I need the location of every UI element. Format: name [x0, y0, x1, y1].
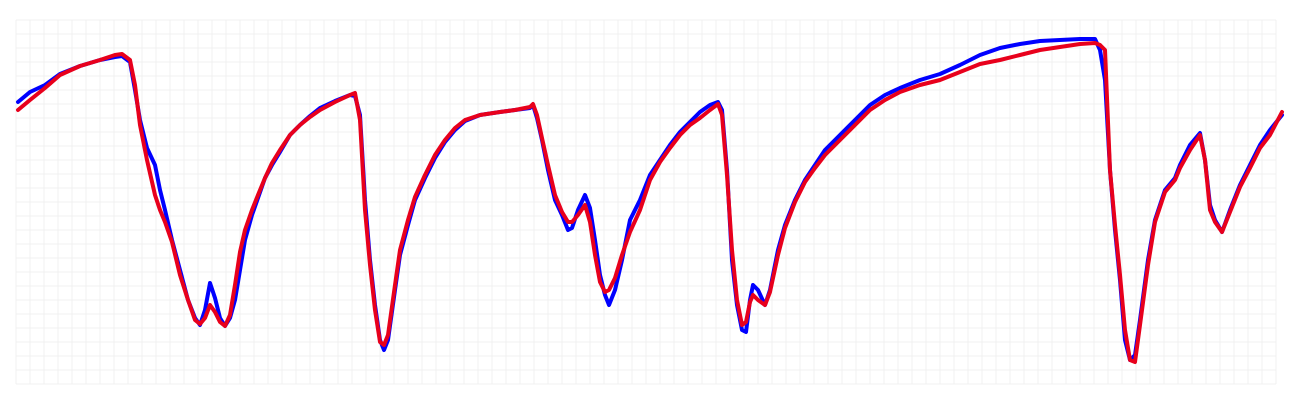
series-line: [16, 41, 1284, 364]
